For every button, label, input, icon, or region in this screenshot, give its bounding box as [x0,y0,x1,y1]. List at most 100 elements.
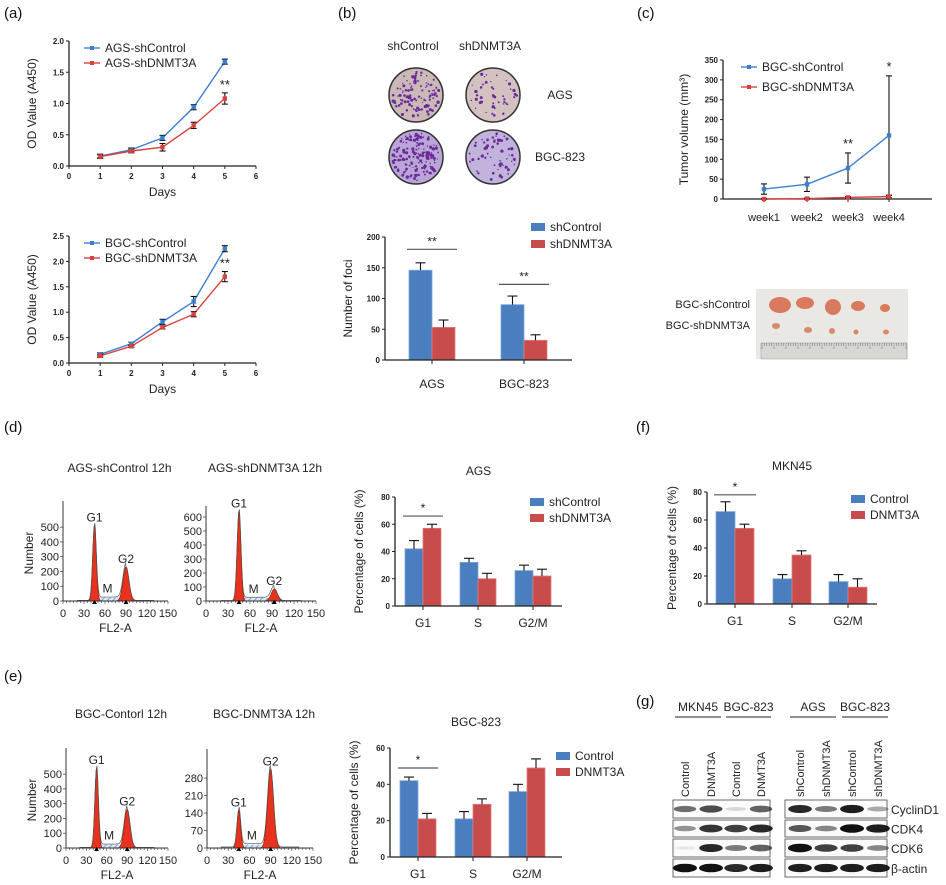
blot-band [749,824,773,833]
bar [454,818,474,858]
data-point [191,299,196,304]
blot-band [814,844,838,852]
colony-dot [412,155,415,158]
colony-dot [429,153,432,157]
blot-band [674,825,696,832]
colony-dot [423,173,426,176]
y-tick-label: 200 [184,568,202,580]
colony-dot [418,153,422,157]
x-tick-label: 0 [203,608,209,620]
blot-band [699,805,723,813]
colony-dot [402,90,404,92]
colony-dot [405,151,409,155]
data-point [886,133,892,138]
y-tick-label: 140 [185,808,203,820]
data-point [804,196,810,201]
colony-dot [432,169,436,173]
x-tick-label: 5 [223,172,228,181]
colony-dot [421,101,423,103]
colony-dot [405,96,408,99]
x-tick-label: 0 [67,172,72,181]
blot-band [788,843,812,853]
colony-dot [404,89,408,92]
blot-band [840,824,864,833]
significance-stars: * [421,501,426,515]
colony-dot [433,144,435,146]
colony-dot [504,101,506,104]
gate-marker [236,600,242,604]
y-tick-label: 1.0 [53,100,65,109]
y-axis-label: Number [25,779,39,822]
colony-column-label: shControl [387,39,438,53]
bar [404,548,424,607]
colony-dot [478,101,482,105]
y-tick-label: 0 [698,600,703,609]
legend-swatch [556,752,570,760]
y-tick-label: 280 [185,773,203,785]
blot-lane-label: DNMT3A [756,751,768,797]
data-point [845,165,851,171]
blot-group-label: BGC-823 [723,700,773,714]
x-tick-label: 120 [283,855,301,867]
colony-dot [417,79,420,82]
y-tick-label: 0 [56,843,62,855]
colony-dot [414,76,417,79]
colony-dot [508,82,512,86]
colony-dot [393,149,396,152]
colony-dot [414,165,418,168]
x-tick-label: 120 [138,855,156,867]
x-axis-label: Days [149,382,176,396]
peak-label: G2 [118,552,134,566]
colony-dot [434,93,437,95]
y-tick-label: 40 [693,544,702,553]
y-tick-label: 150 [705,135,719,144]
y-tick-label: 500 [41,522,59,534]
colony-dot [468,152,471,155]
x-tick-label: 60 [99,608,111,620]
colony-dot [402,82,404,85]
y-tick-label: 1.5 [53,68,65,77]
colony-dot [506,168,510,172]
bar [408,269,433,361]
y-tick-label: 60 [693,516,702,525]
histogram-title: AGS-shControl 12h [67,461,171,475]
s-phase-label: M [247,829,257,843]
colony-dot [471,158,475,162]
colony-dot [414,109,418,112]
colony-dot [425,82,428,84]
blot-protein-label: CyclinD1 [891,803,939,817]
colony-dot [515,94,519,97]
blot-protein-label: β-actin [891,862,927,876]
x-tick-label: 4 [191,172,196,181]
colony-dot [419,85,422,88]
colony-dot [510,146,514,151]
colony-dot [434,146,438,150]
colony-dot [495,74,498,77]
blot-group-label: MKN45 [678,700,718,714]
colony-dot [432,97,435,100]
colony-dot [414,135,416,138]
significance-stars: * [416,753,421,767]
blot-band [699,863,723,873]
colony-dot [496,142,499,145]
x-tick-label: 1 [98,369,103,378]
colony-dot [432,78,435,81]
bar [847,586,868,605]
panel-label-g: (g) [636,693,654,710]
x-tick-label: 0 [67,369,72,378]
colony-dot [513,96,516,99]
colony-dot [427,83,430,85]
significance-annotation: ** [843,136,853,151]
data-point [129,148,134,154]
colony-dot [507,147,510,151]
colony-dot [492,87,495,90]
blot-band [866,824,890,833]
legend-label: DNMT3A [575,765,624,779]
colony-dot [421,151,425,155]
peak-label: G2 [266,574,282,588]
y-tick-label: 0.5 [53,131,65,140]
y-tick-label: 150 [367,264,381,273]
colony-dot [417,158,420,160]
blot-band [867,806,889,812]
colony-dot [398,146,401,149]
